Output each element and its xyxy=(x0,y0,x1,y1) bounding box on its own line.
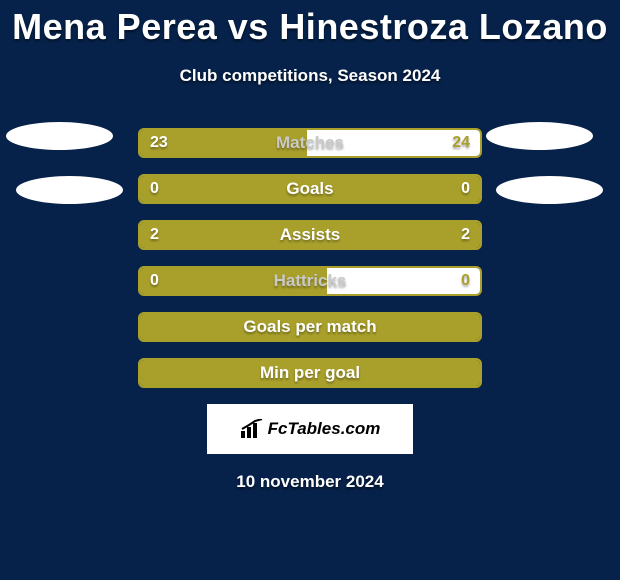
stat-bar-left-fill xyxy=(140,176,310,202)
brand-text: FcTables.com xyxy=(268,419,381,439)
chart-icon xyxy=(240,419,264,439)
stat-value-left: 23 xyxy=(150,128,168,158)
page-subtitle: Club competitions, Season 2024 xyxy=(0,66,620,86)
stat-row: Goals00 xyxy=(138,174,482,204)
player-ellipse-left xyxy=(6,122,113,150)
stat-bar xyxy=(138,220,482,250)
brand-badge: FcTables.com xyxy=(207,404,413,454)
stat-row: Min per goal xyxy=(138,358,482,388)
stat-bar-left-fill xyxy=(140,222,310,248)
stat-bar-right-fill xyxy=(327,268,480,294)
stat-value-right: 2 xyxy=(461,220,470,250)
stat-value-left: 0 xyxy=(150,174,159,204)
stat-bar xyxy=(138,312,482,342)
stats-container: Matches2324Goals00Assists22Hattricks00Go… xyxy=(0,128,620,388)
stat-bar xyxy=(138,128,482,158)
stat-bar-right-fill xyxy=(310,176,480,202)
date-label: 10 november 2024 xyxy=(0,472,620,492)
stat-row: Matches2324 xyxy=(138,128,482,158)
stat-row: Assists22 xyxy=(138,220,482,250)
stat-bar xyxy=(138,266,482,296)
stat-value-right: 24 xyxy=(452,128,470,158)
stat-row: Goals per match xyxy=(138,312,482,342)
stat-bar xyxy=(138,358,482,388)
page-title: Mena Perea vs Hinestroza Lozano xyxy=(0,0,620,48)
stat-value-right: 0 xyxy=(461,266,470,296)
stat-bar-left-fill xyxy=(140,360,480,386)
stat-bar-left-fill xyxy=(140,314,480,340)
player-ellipse-right xyxy=(496,176,603,204)
player-ellipse-left xyxy=(16,176,123,204)
player-ellipse-right xyxy=(486,122,593,150)
stat-value-left: 0 xyxy=(150,266,159,296)
stat-value-right: 0 xyxy=(461,174,470,204)
stat-bar-right-fill xyxy=(310,222,480,248)
stat-bar-left-fill xyxy=(140,268,327,294)
stat-bar xyxy=(138,174,482,204)
stat-row: Hattricks00 xyxy=(138,266,482,296)
stat-value-left: 2 xyxy=(150,220,159,250)
